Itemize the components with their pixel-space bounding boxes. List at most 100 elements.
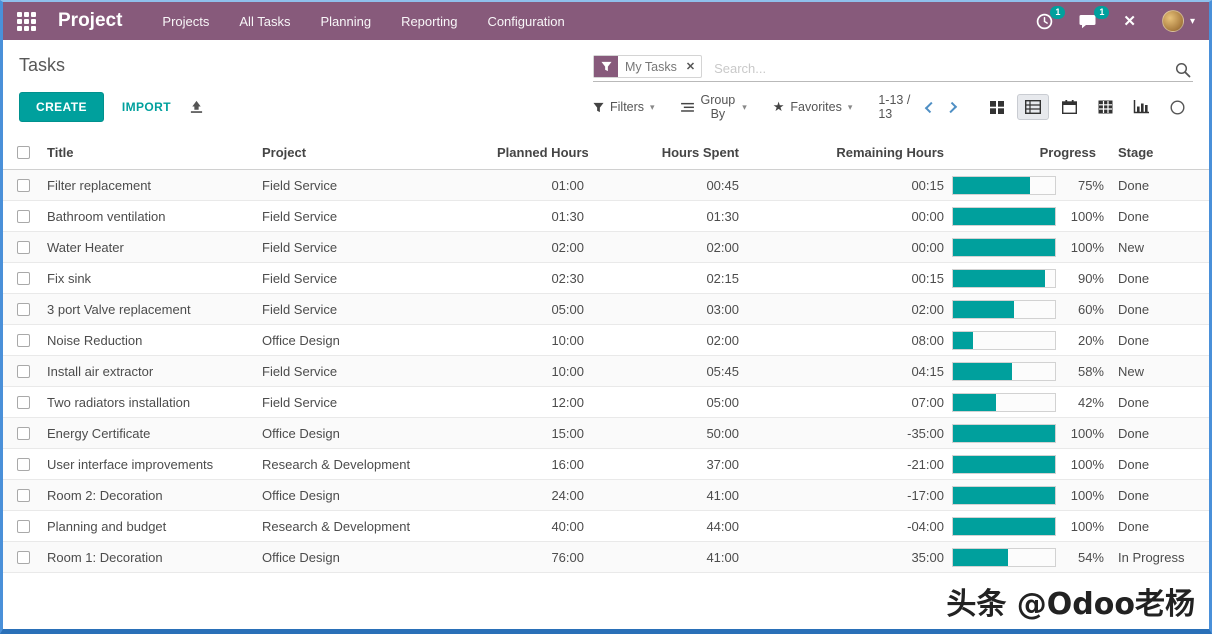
progress-percent: 90% [1077,270,1104,286]
row-checkbox[interactable] [16,209,30,223]
close-button[interactable]: ✕ [1123,12,1136,30]
filter-facet-icon [594,56,618,77]
column-header-remaining-hours[interactable]: Remaining Hours [836,145,944,160]
row-checkbox[interactable] [16,550,30,564]
pager-next-icon[interactable] [945,101,958,113]
group-by-dropdown[interactable]: Group By ▾ [680,93,747,121]
table-row[interactable]: Room 2: Decoration Office Design 24:00 4… [3,480,1209,511]
cell-hours-spent: 41:00 [706,487,739,503]
list-icon [1025,100,1041,114]
cell-hours-spent: 01:30 [706,208,739,224]
row-checkbox[interactable] [16,178,30,192]
pager-previous-icon[interactable] [924,101,937,113]
apps-grid-icon[interactable] [17,11,36,31]
chevron-down-icon: ▾ [1189,15,1195,27]
avatar [1161,10,1184,32]
cell-project: Field Service [262,394,338,410]
row-checkbox[interactable] [16,395,30,409]
star-icon: ★ [772,99,785,114]
table-row[interactable]: Planning and budget Research & Developme… [3,511,1209,542]
progress-bar [952,361,1057,381]
search-input[interactable] [708,59,1175,78]
column-header-planned-hours[interactable]: Planned Hours▾ [497,145,588,160]
view-kanban-button[interactable] [981,94,1013,120]
cell-hours-spent: 02:15 [706,270,739,286]
view-list-button[interactable] [1017,94,1049,120]
column-header-stage[interactable]: Stage [1118,145,1154,160]
cell-stage: In Progress [1118,549,1185,565]
cell-hours-spent: 05:45 [706,363,739,379]
watermark-text: 头条 @Odoo老杨 [946,587,1195,622]
cell-project: Field Service [262,301,338,317]
table-row[interactable]: Filter replacement Field Service 01:00 0… [3,170,1209,201]
cell-remaining-hours: 07:00 [911,394,944,410]
search-icon[interactable] [1175,62,1191,78]
cell-remaining-hours: 04:15 [911,363,944,379]
row-checkbox[interactable] [16,519,30,533]
view-switcher [981,94,1193,120]
cell-project: Field Service [262,177,338,193]
activities-button[interactable]: 1 [1036,5,1066,30]
create-button[interactable]: CREATE [19,92,104,122]
app-title[interactable]: Project [58,10,123,31]
table-row[interactable]: Install air extractor Field Service 10:0… [3,356,1209,387]
column-header-progress[interactable]: Progress [1039,145,1096,160]
cell-project: Office Design [262,549,340,565]
table-row[interactable]: Water Heater Field Service 02:00 02:00 0… [3,232,1209,263]
column-header-title[interactable]: Title [47,145,74,160]
table-row[interactable]: Two radiators installation Field Service… [3,387,1209,418]
messages-button[interactable]: 1 [1079,6,1110,29]
select-all-checkbox[interactable] [16,146,30,159]
table-row[interactable]: Noise Reduction Office Design 10:00 02:0… [3,325,1209,356]
column-header-project[interactable]: Project [262,145,307,160]
menu-planning[interactable]: Planning [320,13,372,29]
table-row[interactable]: Bathroom ventilation Field Service 01:30… [3,201,1209,232]
row-checkbox[interactable] [16,271,30,285]
cell-progress: 58% [948,361,1110,381]
cell-remaining-hours: 00:15 [911,270,944,286]
favorites-dropdown[interactable]: ★ Favorites ▾ [772,99,853,114]
search-bar: My Tasks ✕ [593,48,1193,82]
table-row[interactable]: Room 1: Decoration Office Design 76:00 4… [3,542,1209,573]
clock-icon [1036,13,1053,30]
view-activity-button[interactable] [1161,94,1193,120]
cell-planned-hours: 15:00 [551,425,584,441]
row-checkbox[interactable] [16,457,30,471]
search-facet: My Tasks ✕ [593,55,703,78]
view-calendar-button[interactable] [1053,94,1085,120]
cell-planned-hours: 10:00 [551,332,584,348]
column-header-hours-spent[interactable]: Hours Spent [661,145,739,160]
cell-project: Field Service [262,270,338,286]
facet-remove-icon[interactable]: ✕ [685,61,696,73]
view-graph-button[interactable] [1125,94,1157,120]
row-checkbox[interactable] [16,364,30,378]
menu-projects[interactable]: Projects [162,13,210,29]
filters-dropdown[interactable]: Filters ▾ [593,100,655,114]
row-checkbox[interactable] [16,426,30,440]
row-checkbox[interactable] [16,488,30,502]
table-row[interactable]: Energy Certificate Office Design 15:00 5… [3,418,1209,449]
import-button[interactable]: IMPORT [121,100,171,114]
table-row[interactable]: User interface improvements Research & D… [3,449,1209,480]
export-button[interactable] [189,100,204,114]
table-row[interactable]: 3 port Valve replacement Field Service 0… [3,294,1209,325]
table-row[interactable]: Fix sink Field Service 02:30 02:15 00:15… [3,263,1209,294]
cell-stage: Done [1118,425,1150,441]
cell-progress: 54% [948,547,1110,567]
cell-planned-hours: 24:00 [551,487,584,503]
cell-stage: Done [1118,487,1150,503]
user-menu[interactable]: ▾ [1161,10,1195,32]
menu-configuration[interactable]: Configuration [487,13,565,29]
page-title: Tasks [19,54,66,75]
row-checkbox[interactable] [16,333,30,347]
progress-percent: 100% [1070,425,1104,441]
menu-all-tasks[interactable]: All Tasks [239,13,291,29]
view-pivot-button[interactable] [1089,94,1121,120]
row-checkbox[interactable] [16,302,30,316]
row-checkbox[interactable] [16,240,30,254]
main-menu: Projects All Tasks Planning Reporting Co… [162,4,564,39]
cell-remaining-hours: -17:00 [907,487,944,503]
cell-stage: Done [1118,456,1150,472]
menu-reporting[interactable]: Reporting [401,13,458,29]
search-options-toolbar: Filters ▾ Group By ▾ ★ Favorites ▾ 1-13 … [593,82,1193,124]
